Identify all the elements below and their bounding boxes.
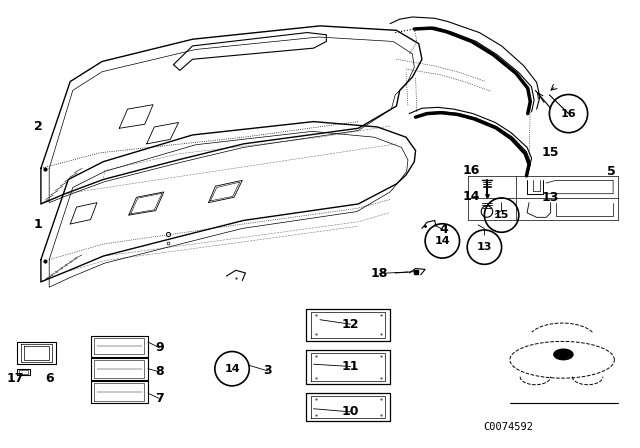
Text: 14: 14 <box>435 236 450 246</box>
Text: 13: 13 <box>542 191 559 204</box>
Ellipse shape <box>554 349 573 360</box>
Text: 7: 7 <box>155 392 164 405</box>
Text: 6: 6 <box>45 372 54 385</box>
Text: 15: 15 <box>542 146 559 159</box>
Text: 13: 13 <box>477 242 492 252</box>
Text: 17: 17 <box>6 372 24 385</box>
Text: 2: 2 <box>34 121 43 134</box>
Text: 9: 9 <box>155 341 164 354</box>
Text: 12: 12 <box>342 318 359 331</box>
Text: 14: 14 <box>224 364 240 374</box>
Text: 14: 14 <box>463 190 481 203</box>
Text: 11: 11 <box>342 360 359 373</box>
Text: 16: 16 <box>561 108 577 119</box>
Text: 10: 10 <box>342 405 359 418</box>
Text: 5: 5 <box>607 165 616 178</box>
Text: 1: 1 <box>34 218 43 231</box>
Text: 3: 3 <box>264 364 272 377</box>
Text: 18: 18 <box>371 267 388 280</box>
Text: C0074592: C0074592 <box>483 422 533 432</box>
Text: 15: 15 <box>494 210 509 220</box>
Text: 16: 16 <box>463 164 481 177</box>
Text: 4: 4 <box>440 223 449 236</box>
Text: 8: 8 <box>155 365 164 378</box>
